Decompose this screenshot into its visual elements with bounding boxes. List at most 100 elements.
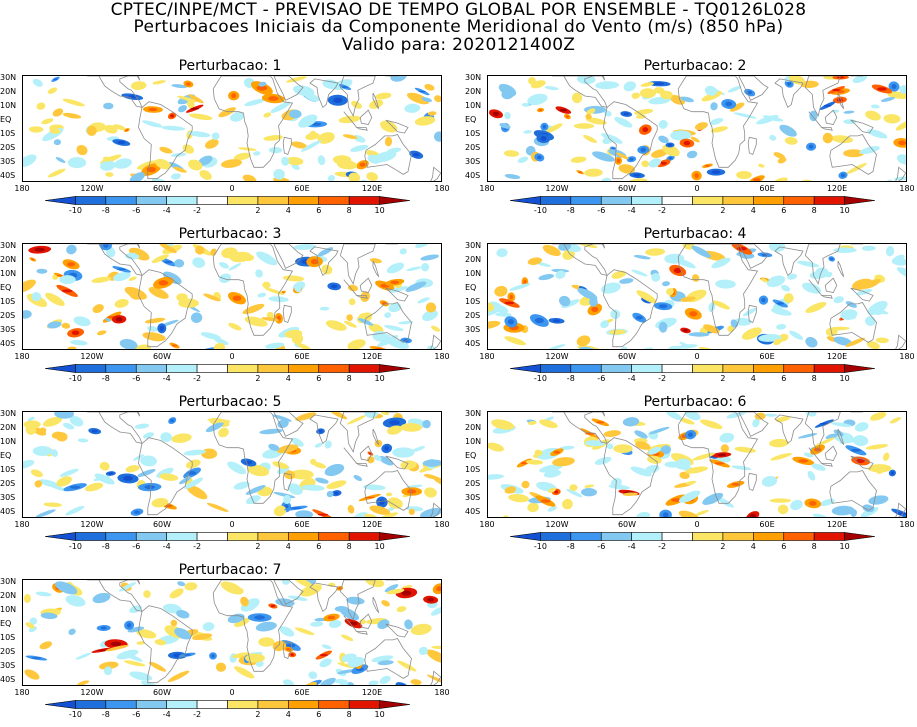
wind-perturbation-map bbox=[22, 579, 442, 686]
longitude-tick-label: 120W bbox=[80, 521, 103, 529]
colorbar-segment bbox=[106, 197, 136, 205]
latitude-tick-label: 10N bbox=[0, 606, 21, 614]
latitude-tick-label: 30S bbox=[0, 662, 21, 670]
latitude-tick-label: 10N bbox=[465, 270, 486, 278]
colorbar-segment bbox=[662, 365, 692, 373]
colorbar-tick-label: -2 bbox=[193, 711, 201, 719]
latitude-tick-label: 30N bbox=[0, 410, 21, 418]
longitude-tick-label: 180 bbox=[479, 353, 494, 361]
colorbar-tick-label: 2 bbox=[720, 375, 725, 383]
colorbar-segment bbox=[632, 197, 662, 205]
colorbar-tick-label: -8 bbox=[567, 207, 575, 215]
contour-field bbox=[488, 412, 907, 518]
longitude-tick-label: 120E bbox=[362, 353, 382, 361]
colorbar bbox=[510, 196, 875, 205]
longitude-tick-label: 60W bbox=[618, 521, 636, 529]
colorbar-tick-label: -4 bbox=[628, 207, 636, 215]
map-canvas bbox=[23, 580, 442, 686]
colorbar-segment bbox=[45, 533, 75, 541]
longitude-tick-label: 60W bbox=[153, 353, 171, 361]
colorbar-segment bbox=[349, 533, 379, 541]
colorbar-tick-label: 10 bbox=[840, 375, 850, 383]
latitude-tick-label: EQ bbox=[465, 284, 486, 292]
colorbar-segment bbox=[228, 365, 258, 373]
longitude-tick-label: 0 bbox=[229, 689, 234, 697]
latitude-tick-label: 20N bbox=[0, 88, 21, 96]
colorbar-tick-label: -4 bbox=[628, 543, 636, 551]
colorbar-segment bbox=[197, 701, 227, 709]
colorbar-tick-label: -8 bbox=[102, 543, 110, 551]
colorbar-segment bbox=[814, 197, 844, 205]
colorbar-tick-label: -6 bbox=[597, 207, 605, 215]
latitude-tick-label: 40S bbox=[0, 676, 21, 684]
colorbar-tick-label: -4 bbox=[163, 543, 171, 551]
longitude-tick-label: 180 bbox=[479, 521, 494, 529]
panel-title: Perturbacao: 2 bbox=[465, 58, 917, 74]
longitude-tick-label: 120W bbox=[545, 185, 568, 193]
contour-field bbox=[488, 244, 907, 350]
latitude-tick-label: 10S bbox=[465, 130, 486, 138]
latitude-tick-label: 20S bbox=[465, 312, 486, 320]
latitude-tick-label: 40S bbox=[465, 508, 486, 516]
longitude-tick-label: 60E bbox=[294, 689, 309, 697]
colorbar-segment bbox=[845, 197, 875, 205]
colorbar-tick-label: -6 bbox=[132, 207, 140, 215]
longitude-tick-label: 0 bbox=[694, 185, 699, 193]
colorbar-tick-label: 2 bbox=[720, 543, 725, 551]
latitude-tick-label: 30N bbox=[0, 242, 21, 250]
latitude-tick-label: 30N bbox=[465, 74, 486, 82]
latitude-tick-label: 40S bbox=[0, 508, 21, 516]
colorbar-tick-label: 6 bbox=[781, 543, 786, 551]
colorbar-tick-label: 6 bbox=[316, 711, 321, 719]
latitude-tick-label: EQ bbox=[0, 620, 21, 628]
latitude-tick-label: 20S bbox=[0, 648, 21, 656]
colorbar-tick-label: -6 bbox=[597, 375, 605, 383]
map-canvas bbox=[23, 76, 442, 182]
figure-title-line2: Perturbacoes Iniciais da Componente Meri… bbox=[0, 19, 917, 36]
latitude-tick-label: 20N bbox=[465, 88, 486, 96]
colorbar-segment bbox=[45, 701, 75, 709]
colorbar-segment bbox=[288, 533, 318, 541]
longitude-tick-label: 180 bbox=[14, 521, 29, 529]
colorbar-segment bbox=[571, 365, 601, 373]
colorbar-segment bbox=[693, 365, 723, 373]
latitude-tick-label: 10N bbox=[0, 102, 21, 110]
colorbar-segment bbox=[319, 197, 349, 205]
colorbar-segment bbox=[814, 533, 844, 541]
colorbar-tick-label: 10 bbox=[375, 375, 385, 383]
wind-perturbation-map bbox=[487, 243, 907, 350]
colorbar-segment bbox=[136, 701, 166, 709]
contour-field bbox=[23, 76, 442, 182]
latitude-tick-label: EQ bbox=[0, 116, 21, 124]
colorbar-segment bbox=[784, 365, 814, 373]
colorbar-tick-label: 4 bbox=[286, 543, 291, 551]
longitude-tick-label: 180 bbox=[899, 185, 914, 193]
longitude-tick-label: 60E bbox=[294, 185, 309, 193]
colorbar-segment bbox=[136, 365, 166, 373]
contour-field bbox=[488, 76, 907, 182]
colorbar-segment bbox=[349, 365, 379, 373]
colorbar-segment bbox=[197, 197, 227, 205]
colorbar-segment bbox=[319, 701, 349, 709]
colorbar-segment bbox=[45, 197, 75, 205]
colorbar-segment bbox=[167, 533, 197, 541]
wind-perturbation-map bbox=[22, 243, 442, 350]
longitude-tick-label: 60W bbox=[618, 353, 636, 361]
colorbar-tick-label: -2 bbox=[658, 375, 666, 383]
latitude-tick-label: 30S bbox=[465, 494, 486, 502]
colorbar-segment bbox=[784, 533, 814, 541]
colorbar-tick-label: 6 bbox=[781, 207, 786, 215]
colorbar-tick-label: -2 bbox=[193, 375, 201, 383]
colorbar-segment bbox=[288, 701, 318, 709]
longitude-tick-label: 180 bbox=[434, 185, 449, 193]
colorbar-segment bbox=[136, 533, 166, 541]
longitude-tick-label: 60W bbox=[153, 185, 171, 193]
longitude-tick-label: 120E bbox=[827, 521, 847, 529]
latitude-tick-label: 30N bbox=[465, 242, 486, 250]
latitude-tick-label: 20S bbox=[0, 312, 21, 320]
coastlines bbox=[552, 412, 906, 518]
colorbar-tick-label: -10 bbox=[534, 543, 547, 551]
